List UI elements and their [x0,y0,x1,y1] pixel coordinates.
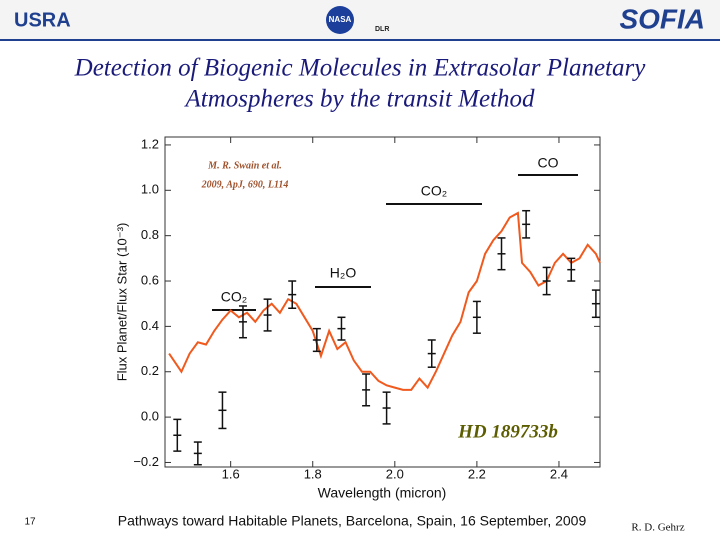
error-bar [497,237,506,271]
error-bar [427,339,436,368]
y-tick-label: 0.6 [141,272,159,287]
citation: 2009, ApJ, 690, L114 [201,179,289,190]
x-tick-label: 2.4 [550,466,568,481]
x-tick-label: 2.2 [468,466,486,481]
error-bar [591,289,600,319]
nasa-logo: NASA [329,15,352,24]
title-line: Atmospheres by the transit Method [183,86,535,113]
y-tick-label: 0.4 [141,318,159,333]
y-tick-label: 1.2 [141,136,159,151]
y-tick-label: −0.2 [133,454,159,469]
error-bar [218,391,227,430]
title-line: Detection of Biogenic Molecules in Extra… [74,55,647,82]
band-label: H₂O [330,265,357,281]
error-bar [472,300,481,334]
error-bar [382,391,391,425]
sofia-logo: SOFIA [619,3,705,34]
y-tick-label: 1.0 [141,182,159,197]
nasa-logo-circle [326,6,354,34]
error-bar [238,305,247,339]
error-bar [288,280,297,309]
page-number: 17 [24,517,36,528]
model-spectrum [168,211,601,391]
x-tick-label: 1.6 [222,466,240,481]
x-tick-label: 2.0 [386,466,404,481]
error-bar [173,418,182,452]
band-label: CO₂ [421,183,447,199]
x-tick-label: 1.8 [304,466,322,481]
error-bar [362,373,371,407]
error-bar [542,266,551,296]
target-label: HD 189733b [457,421,558,442]
footer-author: R. D. Gehrz [631,522,684,534]
y-tick-label: 0.0 [141,409,159,424]
error-bar [567,257,576,282]
band-label: CO₂ [221,289,247,305]
y-tick-label: 0.8 [141,227,159,242]
dlr-logo: DLR [375,26,389,33]
error-bar [337,316,346,341]
error-bar [522,209,531,239]
y-axis-label: Flux Planet/Flux Star (10⁻³) [114,223,129,382]
citation: M. R. Swain et al. [207,160,282,171]
y-tick-label: 0.2 [141,363,159,378]
plot-frame [164,136,601,468]
header-bar [0,0,720,40]
usra-logo: USRA [14,9,71,31]
x-axis-label: Wavelength (micron) [318,485,447,501]
band-label: CO [538,155,559,171]
error-bar [312,327,321,353]
footer-text: Pathways toward Habitable Planets, Barce… [118,513,587,529]
error-bar [193,441,202,466]
error-bar [263,298,272,332]
